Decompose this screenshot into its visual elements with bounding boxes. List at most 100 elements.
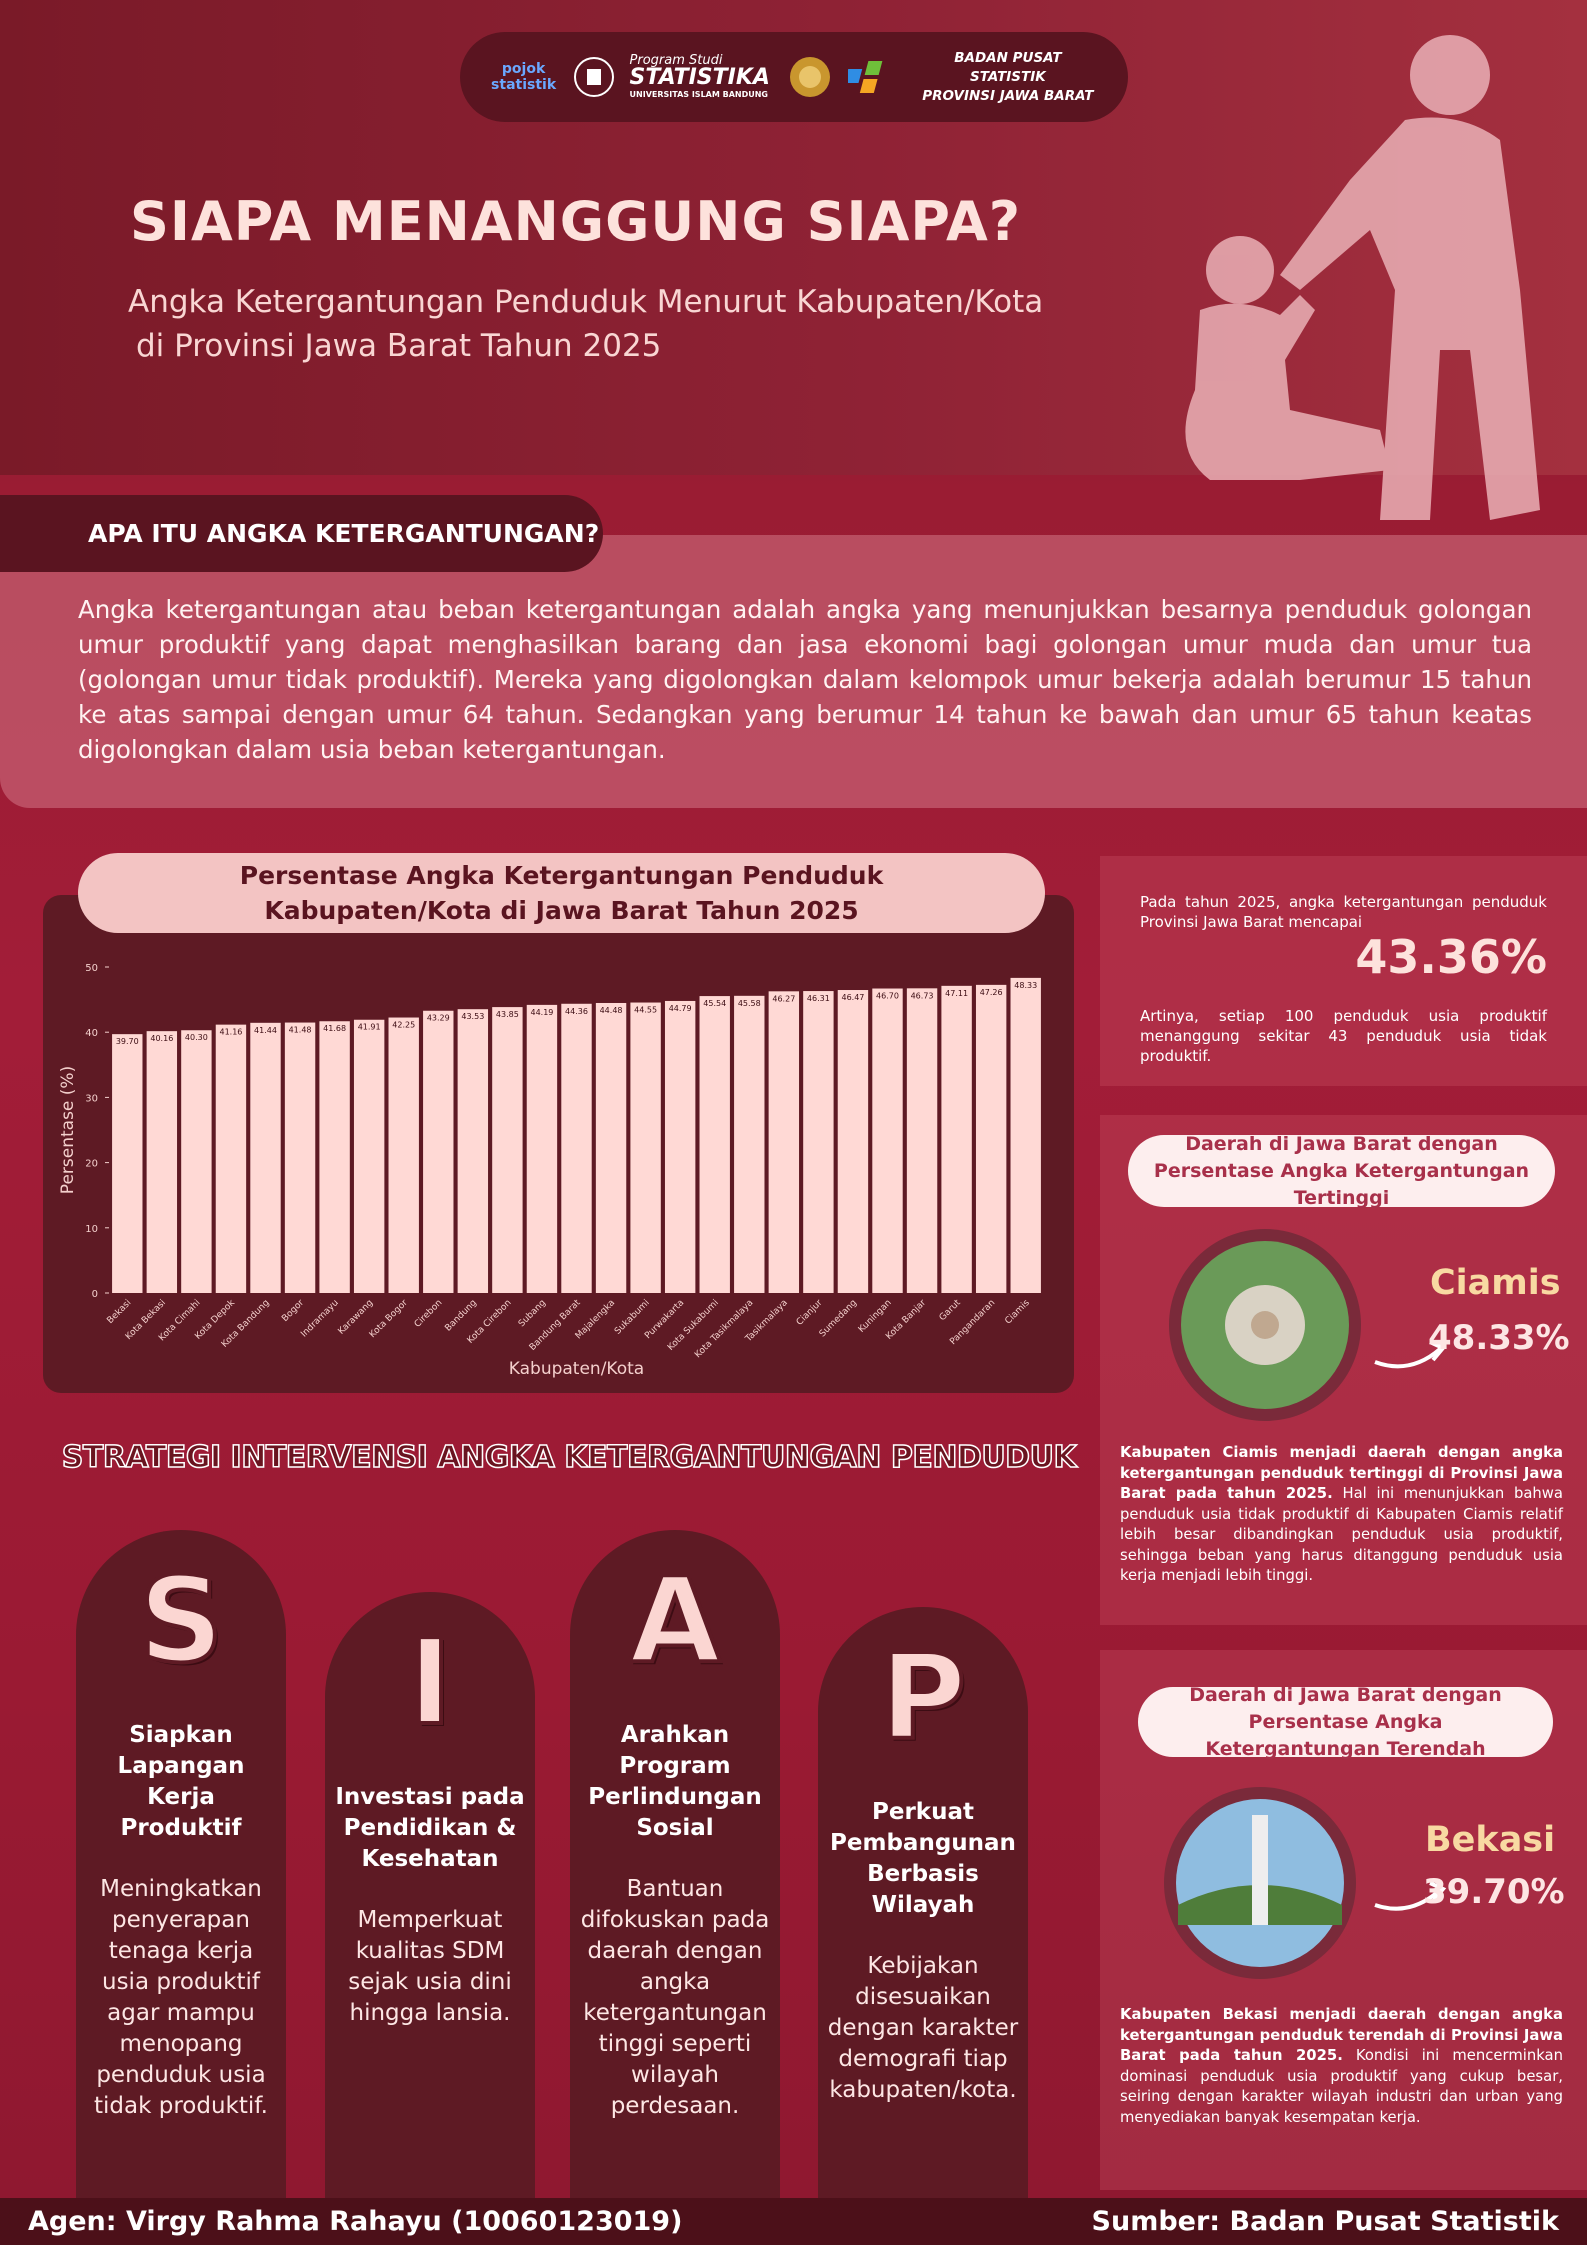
y-tick-label: 0 [92, 1289, 98, 1300]
value-label: 41.16 [219, 1028, 242, 1037]
bar [353, 1019, 385, 1293]
footer-source: Sumber: Badan Pusat Statistik [1091, 2206, 1559, 2237]
definition-text: Angka ketergantungan atau beban ketergan… [78, 595, 1532, 764]
highest-value: 48.33% [1428, 1318, 1570, 1358]
x-axis-label: Kabupaten/Kota [509, 1359, 644, 1379]
value-label: 47.11 [945, 989, 968, 998]
strategy-card-text: Bantuan difokuskan pada daerah dengan an… [580, 1876, 770, 2119]
strategy-card-text: Kebijakan disesuaikan dengan karakter de… [827, 1953, 1019, 2103]
y-tick-label: 40 [85, 1028, 98, 1039]
bar [388, 1017, 419, 1293]
logo-statistika: Program Studi STATISTIKA UNIVERSITAS ISL… [630, 52, 770, 103]
silhouette [1185, 35, 1540, 520]
logo-pojok: pojok statistik [491, 61, 557, 93]
bar [319, 1021, 350, 1293]
value-label: 40.16 [150, 1034, 173, 1043]
value-label: 48.33 [1014, 981, 1037, 990]
highest-photo [1169, 1229, 1447, 1421]
x-tick-label: Bandung [443, 1298, 479, 1334]
value-label: 41.48 [289, 1026, 312, 1035]
bar [215, 1024, 247, 1293]
definition-box [0, 535, 1587, 808]
y-tick-label: 10 [85, 1224, 98, 1235]
subtitle-line: Angka Ketergantungan Penduduk Menurut Ka… [128, 284, 1044, 320]
logo-text: STATISTIKA [629, 64, 770, 90]
summary-note: Artinya, setiap 100 penduduk usia produk… [1140, 1007, 1547, 1065]
logo-bar: pojok statistik Program Studi STATISTIKA… [460, 32, 1128, 122]
x-tick-label: Indramayu [299, 1298, 340, 1339]
strategy-letter: I [406, 1611, 454, 1753]
bar [457, 1009, 489, 1293]
x-tick-label: Garut [938, 1298, 963, 1323]
strategy-card-title: Siapkan Lapangan Kerja Produktif [117, 1722, 245, 1841]
strategy-letter: P [878, 1626, 968, 1768]
value-label: 41.68 [323, 1024, 346, 1033]
value-label: 46.47 [841, 993, 864, 1002]
value-label: 46.70 [876, 992, 899, 1001]
bar [146, 1031, 178, 1293]
bar [1010, 977, 1041, 1293]
bar [630, 1002, 661, 1293]
subtitle-line: di Provinsi Jawa Barat Tahun 2025 [136, 328, 662, 364]
x-tick-label: Kuningan [857, 1298, 894, 1335]
value-label: 40.30 [185, 1033, 208, 1042]
bar [284, 1022, 316, 1293]
bar [664, 1000, 696, 1293]
strategy-card: I Investasi pada Pendidikan & Kesehatan Me… [325, 1592, 535, 2198]
highest-region: Ciamis [1430, 1263, 1561, 1303]
x-tick-label: Cianjur [795, 1298, 825, 1328]
bar [699, 996, 730, 1293]
bar [561, 1003, 592, 1293]
lowest-text-bold: Kabupaten Bekasi menjadi daerah dengan a… [1120, 2006, 1563, 2064]
lowest-photo [1164, 1787, 1447, 1979]
logo-badge [789, 57, 830, 97]
logo-text: PROVINSI JAWA BARAT [922, 87, 1094, 104]
highest-text-body: Hal ini menunjukkan bahwa penduduk usia … [1120, 1485, 1563, 1584]
value-label: 46.73 [911, 991, 934, 1000]
strategy-card-title: Arahkan Program Perlindungan Sosial [588, 1722, 762, 1841]
x-tick-label: Sumedang [818, 1298, 859, 1339]
bar [872, 988, 903, 1293]
value-label: 43.29 [427, 1014, 450, 1023]
value-label: 44.19 [530, 1008, 553, 1017]
bar [975, 984, 1007, 1293]
bar [492, 1007, 523, 1293]
subtitle: Angka Ketergantungan Penduduk Menurut Ka… [128, 280, 1043, 368]
value-label: 39.70 [116, 1037, 139, 1046]
x-tick-label: Ciamis [1003, 1298, 1032, 1327]
footer-agent: Agen: Virgy Rahma Rahayu (10060123019) [28, 2206, 683, 2237]
summary-value: 43.36% [1355, 930, 1547, 984]
summary-intro: Pada tahun 2025, angka ketergantungan pe… [1140, 893, 1547, 931]
x-tick-label: Bogor [280, 1298, 306, 1324]
highest-heading: Daerah di Jawa Barat dengan Persentase A… [1128, 1133, 1555, 1209]
bar [526, 1004, 558, 1293]
strategy-letter: S [137, 1549, 226, 1691]
value-label: 43.53 [461, 1012, 484, 1021]
x-tick-label: Kota Tasikmalaya [693, 1298, 755, 1360]
x-tick-label: Cirebon [413, 1298, 445, 1330]
footer: Agen: Virgy Rahma Rahayu (10060123019) S… [0, 2198, 1587, 2245]
bar [941, 985, 972, 1293]
definition-heading: APA ITU ANGKA KETERGANTUNGAN? [0, 495, 603, 572]
lowest-value: 39.70% [1423, 1872, 1565, 1912]
title: SIAPA MENANGGUNG SIAPA? [130, 190, 1022, 253]
value-label: 44.36 [565, 1007, 588, 1016]
x-tick-label: Subang [517, 1298, 548, 1329]
highest-box: Daerah di Jawa Barat dengan Persentase A… [1100, 1115, 1587, 1625]
y-tick-label: 20 [85, 1159, 98, 1170]
highest-text-bold: Kabupaten Ciamis menjadi daerah dengan a… [1120, 1444, 1563, 1502]
highest-text: Kabupaten Ciamis menjadi daerah dengan a… [1120, 1443, 1563, 1587]
strategy-card-text: Memperkuat kualitas SDM sejak usia dini … [348, 1907, 512, 2026]
lowest-region: Bekasi [1425, 1820, 1556, 1860]
lowest-text-body: Kondisi ini mencerminkan dominasi pendud… [1120, 2047, 1563, 2126]
value-label: 45.54 [703, 999, 726, 1008]
bar [837, 990, 869, 1293]
logo-text: UNIVERSITAS ISLAM BANDUNG [629, 89, 768, 99]
bar [423, 1010, 454, 1293]
lowest-text: Kabupaten Bekasi menjadi daerah dengan a… [1120, 2005, 1563, 2128]
bar [181, 1030, 212, 1293]
y-tick-label: 50 [85, 963, 98, 974]
bar [768, 991, 800, 1293]
value-label: 41.44 [254, 1026, 277, 1035]
